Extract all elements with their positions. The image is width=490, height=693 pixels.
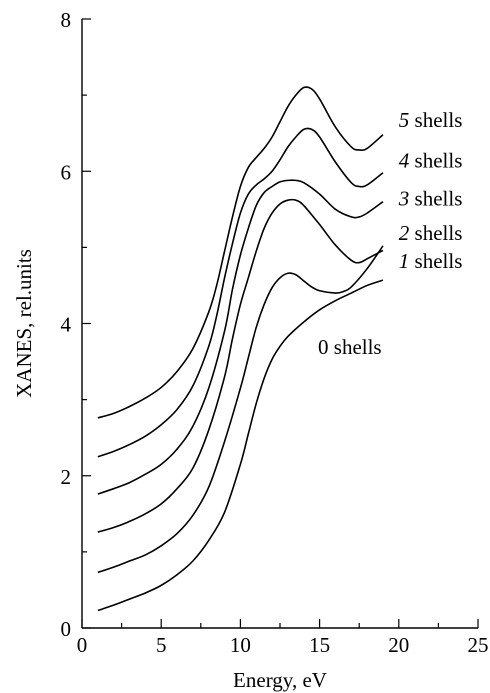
x-ticks: 0 5 10 15 20 25	[77, 619, 489, 657]
x-tick-label: 20	[388, 633, 409, 657]
x-tick-label: 10	[230, 633, 251, 657]
series-label-1-shells: 1 shells	[399, 249, 463, 273]
x-tick-label: 0	[77, 633, 88, 657]
y-tick-label: 8	[61, 8, 72, 32]
series-line-0-shells	[97, 279, 384, 612]
x-tick-label: 5	[156, 633, 167, 657]
y-tick-label: 2	[61, 465, 72, 489]
x-axis-title: Energy, eV	[233, 668, 327, 692]
series-label-5-shells: 5 shells	[399, 108, 463, 132]
x-tick-label: 25	[468, 633, 489, 657]
series-line-1-shells	[97, 245, 384, 574]
x-tick-label: 15	[309, 633, 330, 657]
series-label-2-shells: 2 shells	[399, 221, 463, 245]
series-line-3-shells	[97, 179, 384, 495]
series-label-0-shells: 0 shells	[318, 335, 382, 359]
series-curves	[97, 86, 384, 612]
series-labels: 0 shells 1 shells 2 shells 3 shells 4 shells…	[318, 108, 462, 359]
y-tick-label: 6	[61, 160, 72, 184]
series-label-3-shells: 3 shells	[398, 187, 463, 211]
y-ticks: 0 2 4 6 8	[61, 8, 91, 641]
y-tick-label: 4	[61, 313, 72, 337]
y-tick-label: 0	[61, 617, 72, 641]
series-line-4-shells	[97, 127, 384, 458]
y-axis-title: XANES, rel.units	[12, 249, 36, 398]
series-line-2-shells	[97, 198, 384, 533]
series-label-4-shells: 4 shells	[399, 148, 463, 172]
series-line-5-shells	[97, 86, 384, 419]
